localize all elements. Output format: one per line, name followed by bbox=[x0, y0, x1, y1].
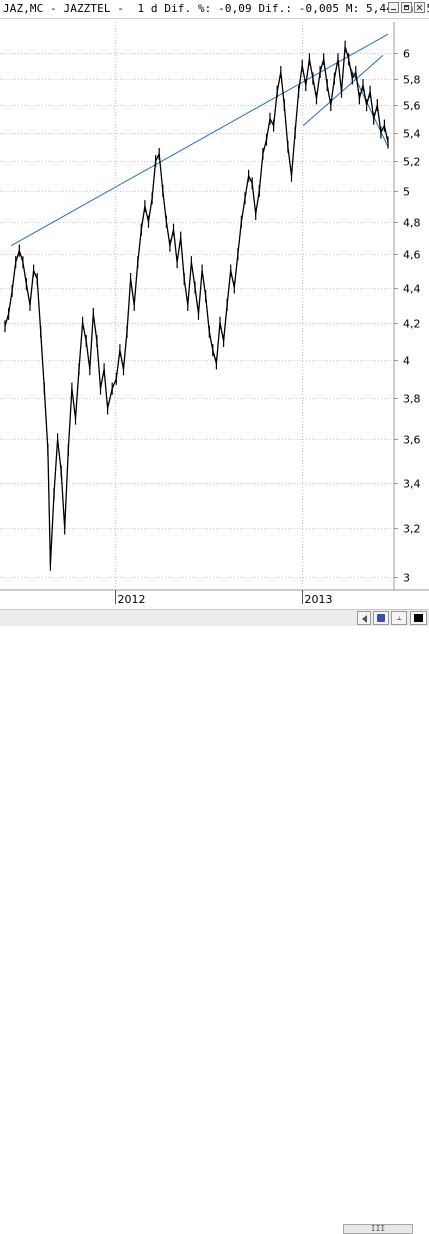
y-tick-label: 3,4 bbox=[403, 478, 421, 491]
arrow-left-icon bbox=[362, 615, 367, 623]
save-button[interactable] bbox=[373, 611, 389, 625]
y-tick-label: 4,6 bbox=[403, 249, 421, 262]
x-tick-label: 2012 bbox=[118, 593, 146, 606]
horizontal-scrollbar[interactable]: III bbox=[343, 1224, 413, 1234]
minimize-icon bbox=[389, 3, 398, 12]
minimize-button[interactable] bbox=[388, 2, 399, 13]
y-tick-label: 5,4 bbox=[403, 128, 421, 141]
y-tick-label: 5,2 bbox=[403, 156, 421, 169]
black-square-icon bbox=[414, 614, 423, 622]
y-axis-ticks: 3 3,2 3,4 3,6 3,8 4 4,2 4,4 4,6 4,8 5 5,2 5,4 5,6 5,8 6 bbox=[394, 48, 421, 585]
y-tick-label: 4,4 bbox=[403, 283, 421, 296]
maximize-icon bbox=[402, 3, 411, 12]
title-bar: JAZ,MC - JAZZTEL - 1 d Dif. %: -0,09 Dif… bbox=[0, 0, 429, 19]
y-tick-label: 3,8 bbox=[403, 393, 421, 406]
status-bar: III ⫠ bbox=[0, 609, 429, 1234]
y-tick-label: 4,2 bbox=[403, 318, 421, 331]
y-tick-label: 3 bbox=[403, 572, 410, 585]
x-axis-ticks: 2012 2013 bbox=[115, 590, 333, 606]
y-tick-label: 5 bbox=[403, 186, 410, 199]
chart-grid bbox=[0, 22, 429, 591]
x-tick-label: 2013 bbox=[305, 593, 333, 606]
price-chart[interactable]: 3 3,2 3,4 3,6 3,8 4 4,2 4,4 4,6 4,8 5 5,2 5,4 5,6 5,8 6… bbox=[0, 0, 429, 609]
y-tick-label: 3,6 bbox=[403, 434, 421, 447]
y-tick-label: 5,6 bbox=[403, 100, 421, 113]
color-picker-button[interactable] bbox=[410, 611, 427, 625]
y-tick-label: 6 bbox=[403, 48, 410, 61]
maximize-button[interactable] bbox=[401, 2, 412, 13]
y-tick-label: 4,8 bbox=[403, 217, 421, 230]
trend-line[interactable] bbox=[10, 33, 389, 247]
price-line bbox=[4, 45, 389, 566]
y-tick-label: 5,8 bbox=[403, 74, 421, 87]
y-tick-label: 3,2 bbox=[403, 523, 421, 536]
scroll-left-button[interactable] bbox=[357, 611, 371, 625]
trend-lines[interactable] bbox=[10, 33, 389, 247]
floppy-disk-icon bbox=[377, 614, 385, 622]
y-tick-label: 4 bbox=[403, 355, 410, 368]
pin-button[interactable]: ⫠ bbox=[391, 611, 407, 625]
scroll-thumb[interactable]: III bbox=[343, 1224, 413, 1234]
close-button[interactable] bbox=[414, 2, 425, 13]
price-series bbox=[4, 40, 389, 571]
trend-line[interactable] bbox=[302, 55, 384, 126]
